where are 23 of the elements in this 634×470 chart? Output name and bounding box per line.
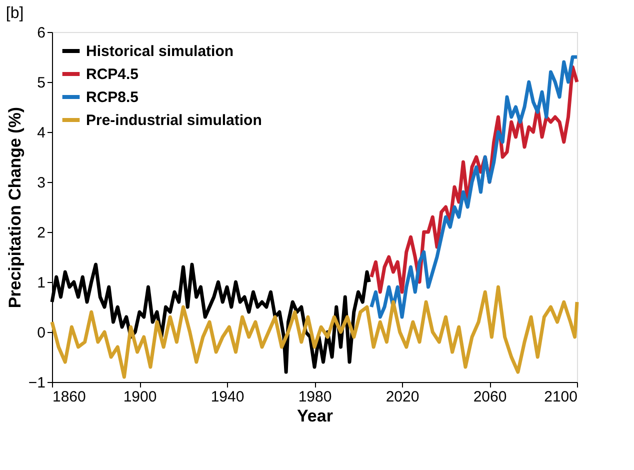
y-axis-title: Precipitation Change (%) [5,106,24,308]
legend-label: RCP8.5 [86,89,139,106]
x-tick-label: 1860 [52,388,86,406]
legend-label: Pre-industrial simulation [86,112,262,129]
x-tick-label: 2100 [544,388,578,406]
chart-title: [b] [6,5,24,22]
y-tick-label: 5 [37,74,46,92]
y-tick-label: 6 [37,24,46,42]
y-tick-label: 1 [37,274,46,292]
y-tick-label: 3 [37,174,46,192]
legend-label: RCP4.5 [86,66,139,83]
line-series [50,285,579,379]
y-tick-label: −1 [28,374,46,392]
legend-label: Historical simulation [86,43,234,60]
y-tick-label: 4 [37,124,46,142]
x-tick-label: 2060 [473,388,507,406]
y-tick-label: 2 [37,224,46,242]
y-tick-label: 0 [37,324,46,342]
x-tick-label: 1940 [210,388,244,406]
x-tick-label: 1980 [298,388,332,406]
x-tick-label: 1900 [123,388,157,406]
x-axis-title: Year [297,406,334,426]
x-tick-label: 2020 [386,388,420,406]
